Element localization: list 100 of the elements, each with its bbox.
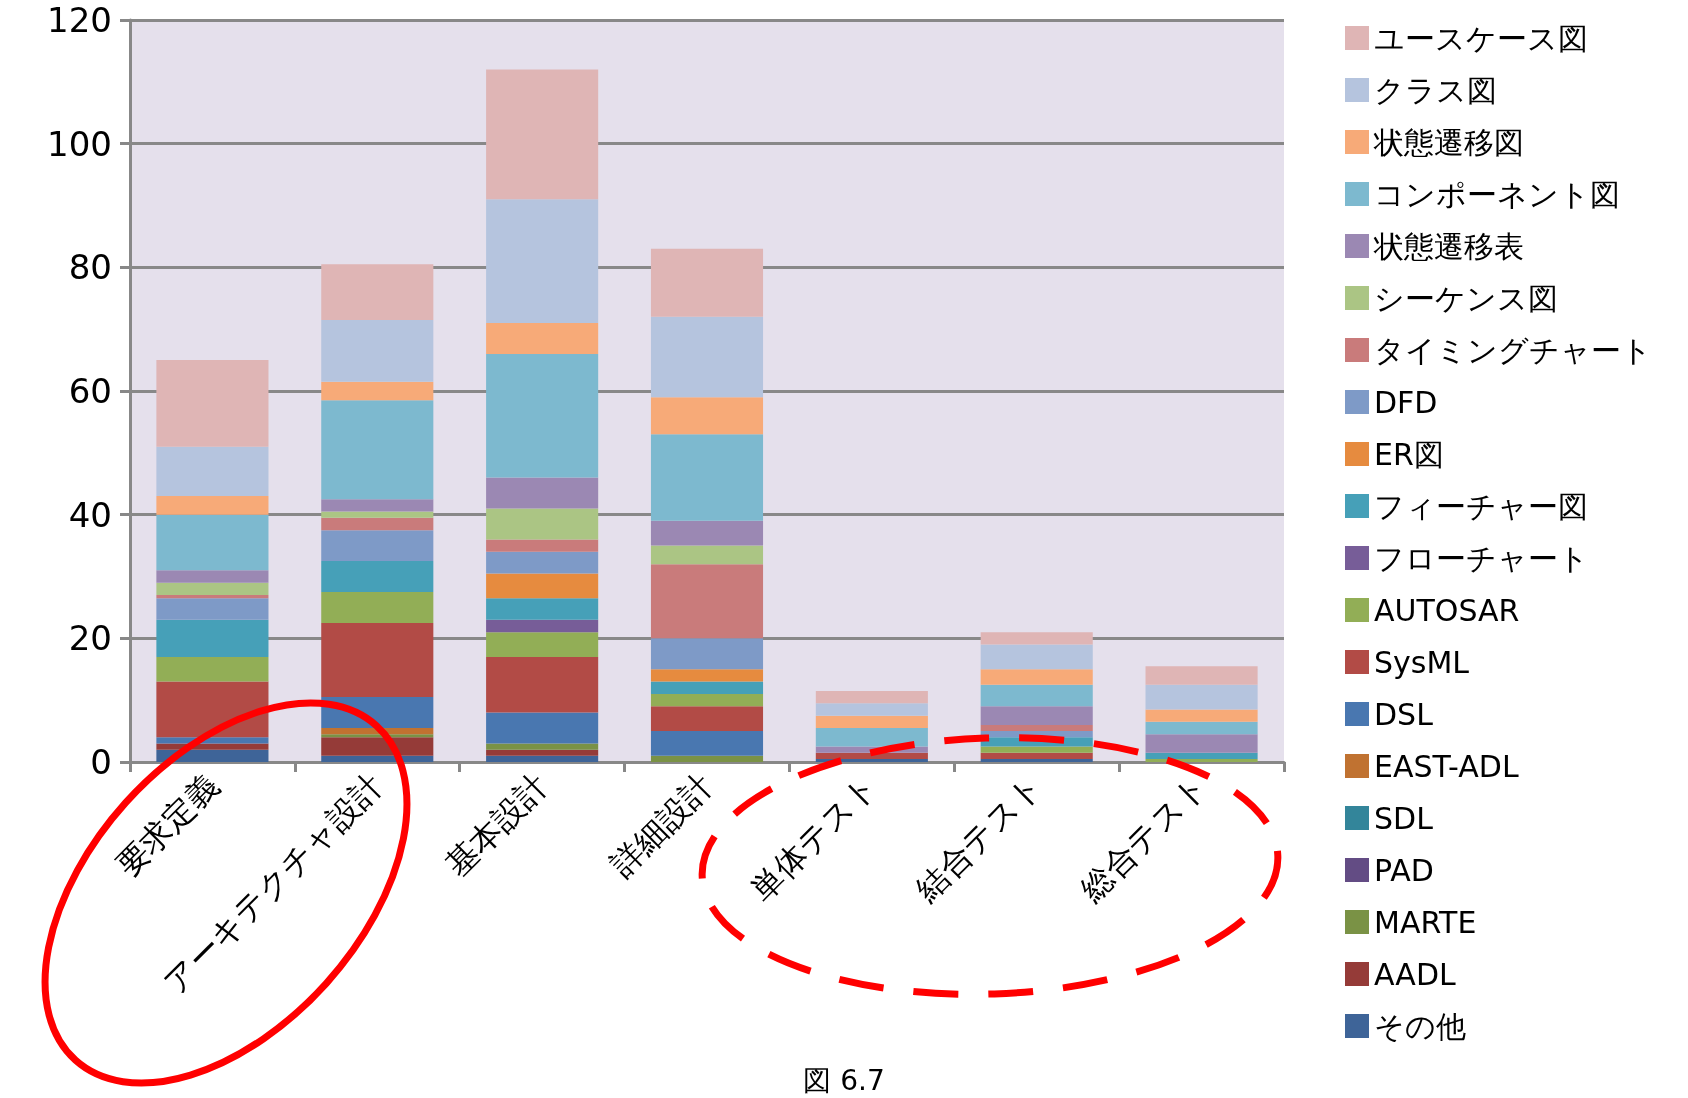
bar (980, 724, 1093, 732)
bar (650, 638, 764, 670)
bar (156, 360, 269, 447)
bar (321, 591, 434, 623)
bar (321, 517, 434, 531)
bar (650, 706, 764, 732)
bar (650, 545, 764, 565)
legend-label: 状態遷移表 (1373, 228, 1524, 264)
bar (815, 715, 928, 728)
legend-label: SysML (1374, 644, 1470, 680)
bar (486, 632, 599, 657)
bar (1145, 734, 1258, 753)
bar (321, 737, 434, 756)
bar (980, 684, 1093, 707)
bar (321, 499, 434, 512)
bar (486, 508, 599, 540)
x-tick-label: 詳細設計 (603, 766, 721, 884)
bar (815, 690, 928, 704)
bar (156, 656, 269, 682)
bar (486, 619, 599, 633)
bar (1145, 721, 1258, 735)
bar (486, 598, 599, 620)
legend-label: クラス図 (1374, 72, 1497, 108)
bar (815, 727, 928, 747)
legend-label: ユースケース図 (1374, 20, 1588, 56)
bar (650, 397, 764, 435)
bar (486, 199, 599, 323)
y-tick-label: 20 (68, 618, 112, 659)
y-tick-label: 80 (68, 247, 112, 288)
legend-label: AUTOSAR (1374, 592, 1520, 628)
bar (321, 561, 434, 592)
bar (650, 669, 764, 682)
bar (156, 619, 269, 657)
legend-label: SDL (1374, 800, 1434, 836)
bar (486, 749, 599, 756)
bar (1145, 709, 1258, 722)
legend-label: タイミングチャート (1374, 332, 1652, 368)
bar (980, 632, 1093, 645)
y-tick-label: 100 (47, 123, 112, 164)
bar (156, 598, 269, 620)
bar (321, 511, 434, 518)
bar (486, 656, 599, 713)
x-tick-label: 結合テスト (907, 766, 1051, 910)
bar (486, 755, 599, 762)
bar (486, 712, 599, 744)
bar (650, 755, 764, 762)
bar (321, 400, 434, 500)
legend-label: DSL (1374, 696, 1434, 732)
bar (980, 752, 1093, 759)
bar (486, 477, 599, 509)
bar (486, 573, 599, 599)
bar (980, 746, 1093, 753)
y-tick-label: 120 (47, 0, 112, 40)
bar (1145, 684, 1258, 710)
bar (815, 703, 928, 716)
bar (321, 622, 434, 698)
bar (980, 644, 1093, 670)
legend-label: コンポーネント図 (1374, 176, 1620, 212)
bar (486, 353, 599, 478)
bar (486, 539, 599, 552)
bar (321, 319, 434, 382)
legend-label: 状態遷移図 (1373, 124, 1524, 160)
bar (321, 381, 434, 401)
bar (1145, 752, 1258, 759)
bar (650, 731, 764, 756)
legend-label: PAD (1374, 852, 1434, 888)
bar (815, 752, 928, 759)
bar (156, 582, 269, 596)
bar (321, 755, 434, 762)
legend-label: フィーチャー図 (1374, 488, 1588, 524)
bar (980, 669, 1093, 685)
bar (156, 496, 269, 515)
bar (650, 520, 764, 546)
legend-label: AADL (1374, 956, 1456, 992)
bar (650, 434, 764, 521)
bar (156, 595, 269, 599)
bar (650, 564, 764, 639)
bar (1145, 666, 1258, 685)
bar (321, 530, 434, 562)
bar (156, 446, 269, 497)
legend-label: シーケンス図 (1374, 280, 1558, 316)
bar (486, 743, 599, 750)
bar (321, 264, 434, 320)
bar (980, 758, 1093, 762)
bar (650, 248, 764, 317)
bar (156, 681, 269, 738)
bar (156, 514, 269, 571)
legend-label: MARTE (1374, 904, 1477, 940)
x-tick-label: 単体テスト (743, 766, 886, 909)
bar (650, 316, 764, 398)
bar (650, 681, 764, 694)
x-tick-label: 基本設計 (438, 766, 556, 884)
y-tick-label: 40 (68, 494, 112, 535)
legend-label: EAST-ADL (1374, 748, 1519, 784)
legend-label: その他 (1374, 1008, 1466, 1044)
bar (650, 693, 764, 707)
bar (980, 706, 1093, 725)
bar (486, 322, 599, 354)
bar (486, 551, 599, 574)
caption: 図 6.7 (802, 1063, 886, 1098)
